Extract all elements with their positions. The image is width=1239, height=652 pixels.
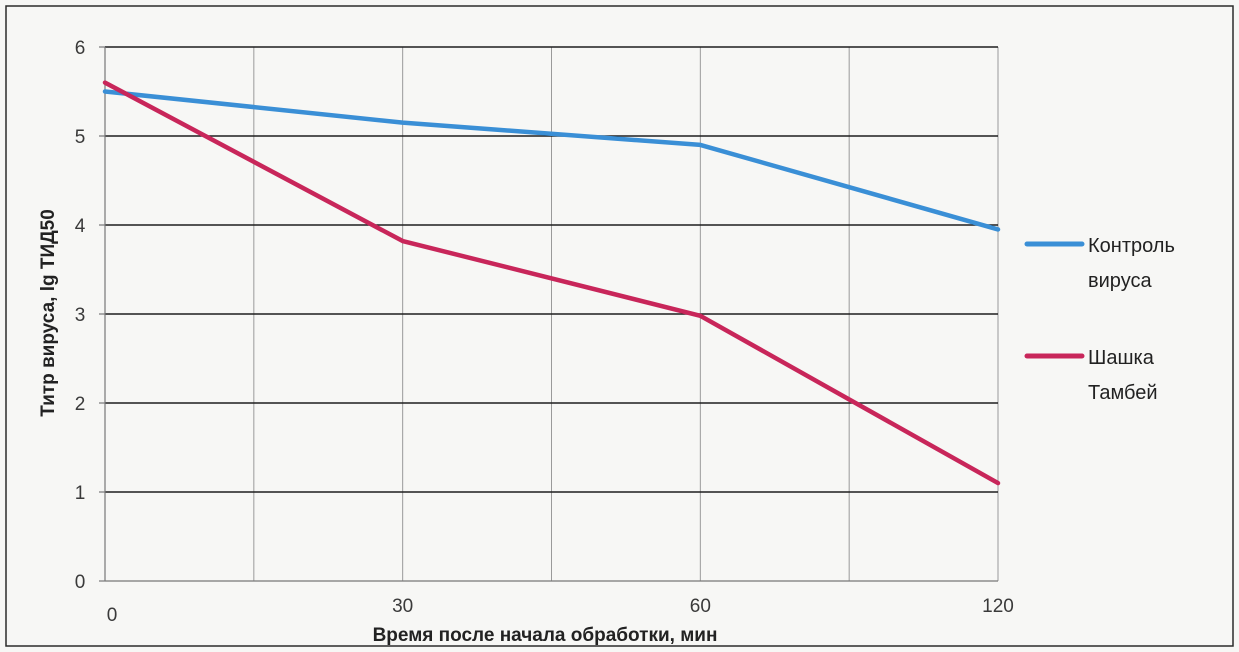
y-tick-label: 4 — [75, 216, 86, 237]
legend: Контроль вируса Шашка Тамбей — [1024, 235, 1175, 404]
x-axis-title: Время после начала обработки, мин — [373, 625, 718, 646]
legend-label: Тамбей — [1088, 382, 1158, 404]
legend-label: Контроль — [1088, 235, 1175, 257]
y-tick-label: 6 — [75, 38, 86, 59]
y-tick-label: 3 — [75, 305, 86, 326]
x-tick-label: 120 — [982, 596, 1014, 617]
x-tick-label: 0 — [107, 605, 118, 626]
y-tick-label: 0 — [75, 572, 86, 593]
chart-frame — [5, 5, 1234, 647]
series-line-1 — [102, 89, 1001, 232]
legend-label: Шашка — [1088, 347, 1155, 369]
x-tick-label: 60 — [690, 596, 711, 617]
y-tick-label: 1 — [75, 483, 86, 504]
series — [102, 80, 1001, 486]
legend-label: вируса — [1088, 270, 1152, 292]
x-tick-label: 30 — [392, 596, 413, 617]
series-line-2 — [102, 80, 1001, 486]
y-axis-title: Титр вируса, lg ТИД50 — [38, 209, 59, 417]
grid — [105, 46, 999, 581]
y-tick-label: 2 — [75, 394, 86, 415]
y-tick-label: 5 — [75, 127, 86, 148]
